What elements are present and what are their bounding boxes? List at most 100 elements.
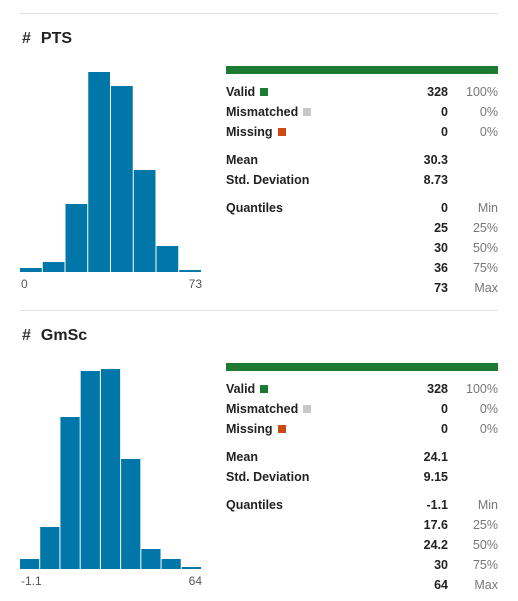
stat-row-mean: Mean 30.3: [226, 150, 498, 170]
stat-row-std: Std. Deviation 8.73: [226, 170, 498, 190]
histogram-axis-max: 73: [188, 277, 202, 291]
column-name: GmSc: [40, 327, 88, 344]
histogram-chart: [20, 72, 201, 272]
mismatched-legend-icon: [303, 108, 312, 116]
histogram-bar: [80, 371, 100, 569]
histogram-bar: [121, 459, 141, 569]
histogram-bar: [40, 527, 60, 569]
mismatched-legend-icon: [303, 405, 312, 413]
stat-row-quantile-75: 30 75%: [226, 555, 498, 575]
quantile-value: 24.2: [423, 538, 448, 552]
valid-count: 328: [427, 382, 448, 396]
mismatched-label: Mismatched: [226, 105, 299, 119]
std-label: Std. Deviation: [226, 173, 310, 187]
histogram-bar: [60, 417, 80, 569]
column-name: PTS: [40, 30, 73, 47]
mean-label: Mean: [226, 450, 258, 464]
missing-count: 0: [441, 422, 448, 436]
mismatched-percent: 0%: [479, 402, 498, 416]
quantile-value: 25: [434, 221, 448, 235]
histogram-bar: [42, 262, 65, 272]
stat-row-missing: Missing 0 0%: [226, 419, 498, 439]
histogram-axis-max: 64: [188, 574, 202, 588]
missing-percent: 0%: [479, 422, 498, 436]
histogram-bar: [20, 268, 42, 272]
quantile-label: Max: [474, 578, 498, 592]
quantile-label: Min: [477, 201, 498, 215]
valid-count: 328: [427, 85, 448, 99]
quantile-value: 17.6: [423, 518, 448, 532]
stat-row-quantile-min: Quantiles 0 Min: [226, 198, 498, 218]
mean-label: Mean: [226, 153, 258, 167]
histogram-axis-min: -1.1: [21, 574, 42, 588]
quantile-value: 64: [434, 578, 448, 592]
quantile-label: Min: [477, 498, 498, 512]
histogram-bar: [111, 86, 133, 272]
missing-count: 0: [441, 125, 448, 139]
quantile-value: 30: [434, 241, 448, 255]
stat-row-quantile-25: 17.6 25%: [226, 515, 498, 535]
valid-label: Valid: [226, 85, 256, 99]
valid-legend-icon: [260, 88, 269, 96]
stat-row-mismatched: Mismatched 0 0%: [226, 102, 498, 122]
hash-icon: #: [22, 327, 31, 344]
missing-percent: 0%: [479, 125, 498, 139]
stat-row-quantile-50: 30 50%: [226, 238, 498, 258]
stat-row-mismatched: Mismatched 0 0%: [226, 399, 498, 419]
quantile-value: 36: [434, 261, 448, 275]
missing-legend-icon: [277, 425, 286, 433]
histogram-bar: [65, 204, 88, 272]
valid-label: Valid: [226, 382, 256, 396]
stat-row-quantile-75: 36 75%: [226, 258, 498, 278]
column-stats: Valid 328 100% Mismatched 0 0% Missing 0…: [226, 363, 498, 595]
histogram-bar: [179, 270, 201, 272]
stat-row-quantile-25: 25 25%: [226, 218, 498, 238]
mismatched-label: Mismatched: [226, 402, 299, 416]
missing-label: Missing: [226, 125, 273, 139]
column-stats: Valid 328 100% Mismatched 0 0% Missing 0…: [226, 66, 498, 298]
quantile-label: 50%: [472, 241, 498, 255]
histogram-bar: [88, 72, 110, 272]
stat-row-quantile-max: 64 Max: [226, 575, 498, 595]
std-label: Std. Deviation: [226, 470, 310, 484]
histogram-bar: [161, 559, 181, 569]
stat-row-mean: Mean 24.1: [226, 447, 498, 467]
quantile-label: Max: [474, 281, 498, 295]
std-value: 9.15: [423, 470, 448, 484]
missing-label: Missing: [226, 422, 273, 436]
stat-row-valid: Valid 328 100%: [226, 82, 498, 102]
stat-row-quantile-50: 24.2 50%: [226, 535, 498, 555]
hash-icon: #: [22, 30, 31, 47]
stat-row-missing: Missing 0 0%: [226, 122, 498, 142]
histogram-bar: [133, 170, 156, 272]
quantiles-label: Quantiles: [226, 498, 283, 512]
valid-legend-icon: [260, 385, 269, 393]
column-header: # PTS: [22, 29, 72, 49]
histogram-chart: [20, 369, 201, 569]
histogram-bar: [156, 246, 179, 272]
section-divider: [20, 310, 498, 311]
stat-row-quantile-max: 73 Max: [226, 278, 498, 298]
valid-percent: 100%: [466, 382, 498, 396]
column-header: # GmSc: [22, 326, 87, 346]
histogram-bar: [141, 549, 161, 569]
quantile-label: 25%: [472, 518, 498, 532]
quantile-label: 75%: [472, 558, 498, 572]
quantile-value: -1.1: [426, 498, 448, 512]
mean-value: 30.3: [423, 153, 448, 167]
quantile-value: 0: [441, 201, 448, 215]
valid-percent: 100%: [466, 85, 498, 99]
quantile-label: 75%: [472, 261, 498, 275]
quantile-value: 73: [434, 281, 448, 295]
stat-row-quantile-min: Quantiles -1.1 Min: [226, 495, 498, 515]
mismatched-count: 0: [441, 105, 448, 119]
validity-bar: [226, 363, 498, 371]
histogram-bar: [181, 567, 201, 569]
mean-value: 24.1: [423, 450, 448, 464]
quantiles-label: Quantiles: [226, 201, 283, 215]
stat-row-std: Std. Deviation 9.15: [226, 467, 498, 487]
mismatched-count: 0: [441, 402, 448, 416]
quantile-value: 30: [434, 558, 448, 572]
quantile-label: 50%: [472, 538, 498, 552]
stat-row-valid: Valid 328 100%: [226, 379, 498, 399]
